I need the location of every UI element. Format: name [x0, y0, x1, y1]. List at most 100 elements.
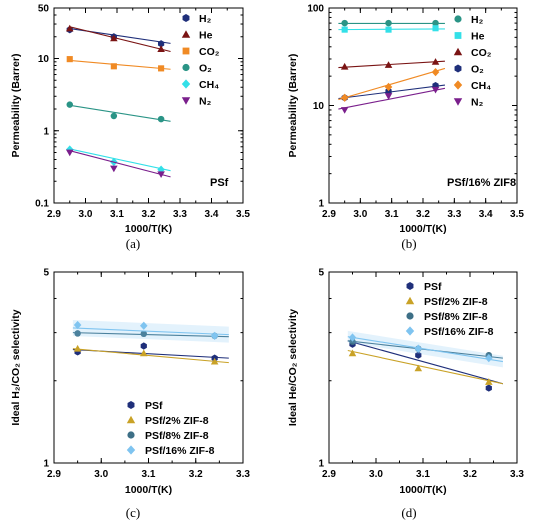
- series-5: [65, 145, 171, 174]
- x-tick-label: 3.1: [385, 209, 399, 220]
- fit-line: [338, 87, 446, 110]
- data-point: [157, 171, 165, 179]
- data-point: [158, 65, 165, 72]
- fit-line: [338, 28, 445, 31]
- series-3: [66, 56, 171, 72]
- x-tick-label: 3.5: [510, 209, 524, 220]
- x-tick-label: 3.3: [173, 209, 187, 220]
- y-axis-label: Ideal H₂/CO₂ selectivity: [10, 309, 22, 425]
- series-6: [65, 149, 171, 179]
- panel-label: (a): [126, 236, 140, 251]
- x-tick-label: 2.9: [47, 469, 61, 480]
- series-5: [338, 67, 446, 102]
- data-point: [73, 320, 82, 330]
- y-tick-label: 50: [38, 4, 50, 15]
- legend-label: He: [471, 31, 485, 43]
- plot-frame: [328, 271, 518, 464]
- series-2: [65, 24, 171, 53]
- data-point: [340, 62, 349, 70]
- data-point: [432, 25, 439, 32]
- x-tick-label: 2.9: [322, 209, 336, 220]
- x-axis-label: 1000/T(K): [399, 484, 446, 496]
- data-point: [384, 93, 393, 100]
- fit-line: [69, 104, 171, 122]
- legend-marker: [454, 32, 462, 39]
- y-tick-label: 10: [38, 54, 50, 65]
- y-axis-label: Ideal He/CO₂ selectivity: [287, 309, 299, 426]
- legend-label: PSf: [424, 281, 442, 293]
- x-tick-label: 3.1: [142, 469, 156, 480]
- data-point: [431, 58, 440, 65]
- x-tick-label: 3.2: [416, 209, 430, 220]
- x-tick-label: 3.0: [79, 209, 93, 220]
- data-point: [66, 101, 73, 108]
- data-point: [139, 321, 148, 330]
- x-axis-label: 1000/T(K): [125, 484, 172, 496]
- data-point: [157, 45, 165, 52]
- series-1: [338, 19, 445, 27]
- data-point: [157, 40, 165, 48]
- panel-label: (d): [401, 505, 416, 520]
- data-point: [348, 349, 357, 357]
- fit-line: [347, 336, 503, 363]
- legend-label: CH₄: [199, 79, 219, 91]
- legend: H₂ He CO₂ O₂ CH₄ N₂: [181, 13, 220, 108]
- data-point: [485, 384, 492, 392]
- legend-label: PSf/16% ZIF-8: [424, 326, 494, 338]
- legend-label: N₂: [471, 97, 484, 109]
- y-axis-label: Permeability (Barrer): [10, 54, 22, 158]
- y-tick-label: 1: [43, 126, 49, 137]
- x-tick-label: 3.0: [369, 469, 383, 480]
- chart-panel-4: 2.9 3.0 3.1 3.2 3.3 1 5 1000/T(K) Ideal He/CO₂ s…: [287, 268, 524, 521]
- series-1: [72, 342, 229, 362]
- y-axis-label: Permeability (Barrer): [287, 54, 299, 158]
- series-2: [338, 25, 445, 33]
- fit-line: [69, 150, 171, 178]
- data-point: [431, 86, 440, 94]
- data-point: [110, 165, 118, 173]
- legend-label: PSf/8% ZIF-8: [424, 311, 488, 323]
- legend-marker: [405, 296, 415, 305]
- x-tick-label: 3.0: [353, 209, 367, 220]
- y-tick-label: 0.1: [35, 199, 49, 210]
- data-point: [432, 19, 439, 27]
- y-tick-label: 100: [307, 4, 324, 15]
- x-tick-label: 2.9: [47, 209, 61, 220]
- x-axis-label: 1000/T(K): [399, 223, 446, 235]
- x-tick-label: 3.2: [463, 469, 477, 480]
- data-point: [414, 344, 423, 353]
- data-point: [210, 331, 219, 340]
- legend-marker: [453, 47, 463, 56]
- data-point: [210, 357, 219, 365]
- data-point: [341, 26, 348, 33]
- legend-marker: [454, 15, 462, 23]
- data-point: [65, 149, 74, 157]
- data-point: [139, 349, 148, 357]
- legend-marker: [181, 79, 191, 89]
- legend-label: PSf/8% ZIF-8: [145, 430, 209, 442]
- data-point: [341, 19, 348, 27]
- fit-line: [69, 148, 171, 172]
- y-tick-label: 1: [318, 459, 324, 470]
- fit-line: [69, 26, 171, 53]
- legend-marker: [182, 14, 190, 22]
- fit-line: [338, 60, 445, 69]
- data-point: [140, 342, 147, 350]
- legend-marker: [181, 97, 191, 105]
- data-point: [340, 107, 349, 114]
- data-point: [414, 364, 423, 372]
- legend-label: N₂: [199, 96, 212, 108]
- chart-panel-2: 2.9 3.0 3.1 3.2 3.3 3.4 3.5 1 10 100 1000/T(K) Perm…: [287, 4, 524, 252]
- fit-line: [72, 327, 229, 336]
- data-point: [110, 34, 118, 42]
- data-point: [415, 351, 422, 359]
- data-point: [385, 26, 392, 33]
- y-tick-label: 5: [318, 268, 324, 279]
- legend-marker: [405, 326, 415, 336]
- panel-label: (b): [401, 236, 416, 251]
- series-4: [347, 330, 503, 368]
- x-tick-label: 3.3: [236, 469, 250, 480]
- data-point: [385, 87, 392, 95]
- y-tick-label: 1: [318, 199, 324, 210]
